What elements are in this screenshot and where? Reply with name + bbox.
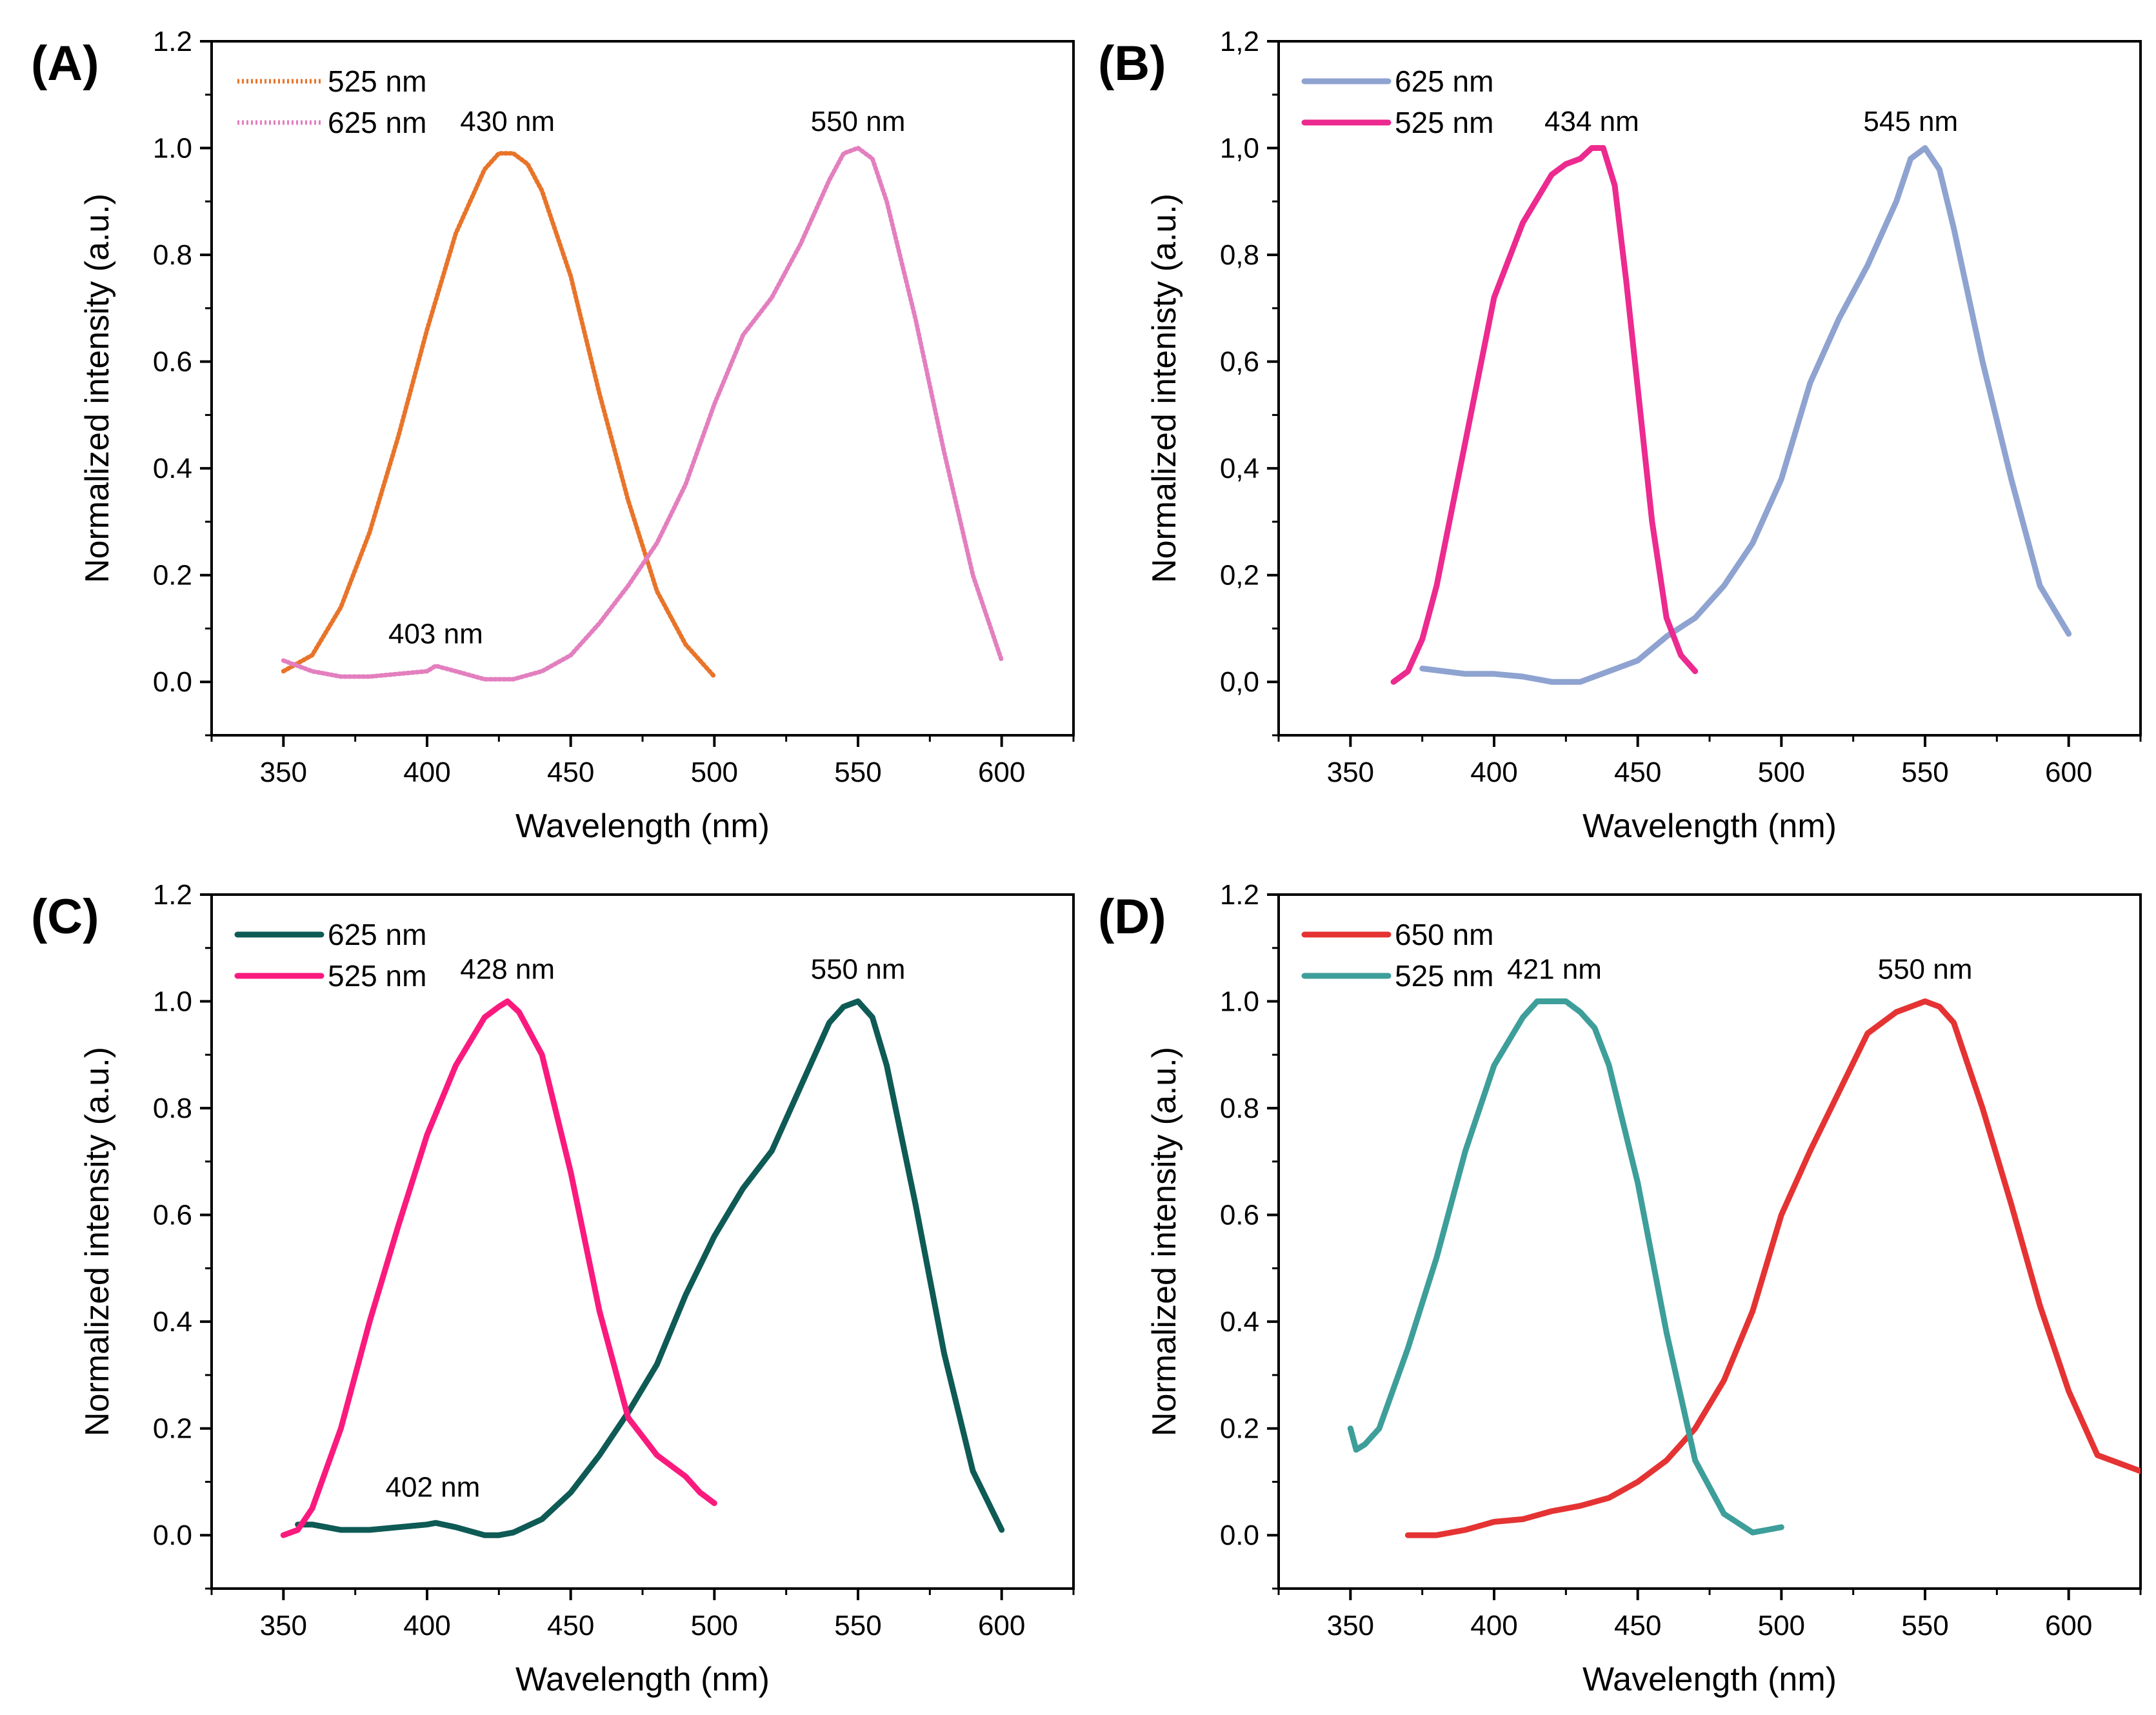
y-tick-label: 0.8 (153, 239, 192, 271)
legend-label: 525 nm (1395, 959, 1493, 993)
y-tick-label: 0.4 (1220, 1306, 1259, 1338)
y-tick-label: 0.6 (153, 1200, 192, 1231)
panel-label: (D) (1098, 889, 1166, 944)
legend-label: 525 nm (328, 64, 426, 98)
x-tick-label: 500 (1758, 1610, 1805, 1641)
x-tick-label: 450 (1614, 757, 1661, 788)
y-axis-title: Normalized intensity (a.u.) (79, 1047, 116, 1436)
x-tick-label: 550 (1901, 1610, 1948, 1641)
panel-label: (A) (31, 36, 99, 91)
peak-annotation: 421 nm (1507, 954, 1602, 986)
y-tick-label: 1.2 (153, 26, 192, 57)
x-tick-label: 350 (1327, 1610, 1374, 1641)
peak-annotation: 550 nm (1878, 954, 1973, 986)
x-axis-title: Wavelength (nm) (1582, 808, 1837, 845)
legend-label: 625 nm (328, 918, 426, 951)
y-tick-label: 0.0 (153, 1520, 192, 1551)
x-tick-label: 450 (547, 757, 594, 788)
peak-annotation: 430 nm (460, 106, 555, 137)
y-tick-label: 1.2 (153, 879, 192, 911)
plot-frame (1277, 40, 2142, 737)
x-tick-label: 500 (691, 757, 738, 788)
legend-label: 525 nm (328, 959, 426, 993)
series-line-525-nm (1390, 145, 1699, 685)
x-tick-label: 550 (834, 1610, 881, 1641)
legend-label: 525 nm (1395, 106, 1493, 139)
y-tick-label: 0,2 (1220, 560, 1259, 591)
x-tick-label: 500 (691, 1610, 738, 1641)
panel-b: 350 400 450 500 550 600 0,0 0,2 0,4 0,6 0,8 1,0 1,2 W… (1098, 26, 2142, 845)
y-tick-label: 0.0 (153, 666, 192, 698)
peak-annotation: 428 nm (460, 954, 555, 986)
y-tick-label: 0.2 (153, 560, 192, 591)
series-line-525-nm (1347, 998, 1784, 1536)
x-tick-label: 450 (547, 1610, 594, 1641)
peak-annotation: 402 nm (386, 1472, 481, 1503)
panel-label: (B) (1098, 36, 1166, 91)
series-line-625-nm (1419, 145, 2072, 685)
x-axis-title: Wavelength (nm) (515, 808, 770, 845)
legend-label: 625 nm (1395, 64, 1493, 98)
panel-label: (C) (31, 889, 99, 944)
y-tick-label: 0.8 (1220, 1093, 1259, 1124)
x-axis-title: Wavelength (nm) (515, 1661, 770, 1698)
x-tick-label: 600 (2045, 757, 2092, 788)
x-tick-label: 350 (1327, 757, 1374, 788)
peak-annotation: 550 nm (811, 106, 906, 137)
plot-frame (210, 40, 1075, 737)
x-tick-label: 600 (2045, 1610, 2092, 1641)
y-tick-label: 0.8 (153, 1093, 192, 1124)
series-line-625-nm (281, 146, 1004, 682)
peak-annotation: 434 nm (1544, 106, 1639, 137)
y-tick-label: 1.2 (1220, 879, 1259, 911)
series-line-625-nm (295, 998, 1005, 1538)
x-tick-label: 400 (403, 757, 450, 788)
x-tick-label: 600 (978, 1610, 1025, 1641)
x-tick-label: 400 (1470, 1610, 1517, 1641)
y-axis-title: Normalized intensity (a.u.) (1146, 1047, 1183, 1436)
x-tick-label: 600 (978, 757, 1025, 788)
y-tick-label: 0.6 (153, 346, 192, 378)
x-tick-label: 550 (1901, 757, 1948, 788)
peak-annotation: 403 nm (388, 619, 483, 650)
y-axis-title: Normalized intensity (a.u.) (79, 193, 116, 583)
legend-label: 625 nm (328, 106, 426, 139)
x-tick-label: 500 (1758, 757, 1805, 788)
y-tick-label: 0.4 (153, 453, 192, 484)
y-tick-label: 0,4 (1220, 453, 1259, 484)
y-tick-label: 0,6 (1220, 346, 1259, 378)
panel-a: 350 400 450 500 550 600 0.0 0.2 0.4 0.6 0.8 1.0 1.2 W… (31, 26, 1075, 845)
series-line-525-nm (281, 151, 717, 679)
x-axis-title: Wavelength (nm) (1582, 1661, 1837, 1698)
series-line-650-nm (1404, 998, 2141, 1538)
y-tick-label: 0.0 (1220, 1520, 1259, 1551)
peak-annotation: 545 nm (1863, 106, 1958, 137)
x-tick-label: 550 (834, 757, 881, 788)
x-tick-label: 400 (403, 1610, 450, 1641)
y-axis-title: Normalized intenisty (a.u.) (1146, 193, 1183, 583)
panel-d: 350 400 450 500 550 600 0.0 0.2 0.4 0.6 0.8 1.0 1.2 W… (1098, 879, 2142, 1698)
x-tick-label: 400 (1470, 757, 1517, 788)
y-tick-label: 1.0 (153, 986, 192, 1018)
x-tick-label: 350 (260, 757, 307, 788)
panel-c: 350 400 450 500 550 600 0.0 0.2 0.4 0.6 0.8 1.0 1.2 W… (31, 879, 1075, 1698)
legend-label: 650 nm (1395, 918, 1493, 951)
y-tick-label: 1.0 (1220, 986, 1259, 1018)
x-tick-label: 450 (1614, 1610, 1661, 1641)
y-tick-label: 0,0 (1220, 666, 1259, 698)
peak-annotation: 550 nm (811, 954, 906, 986)
y-tick-label: 0.2 (153, 1413, 192, 1445)
plot-frame (210, 893, 1075, 1590)
x-tick-label: 350 (260, 1610, 307, 1641)
y-tick-label: 0.6 (1220, 1200, 1259, 1231)
y-tick-label: 1,2 (1220, 26, 1259, 57)
y-tick-label: 0,8 (1220, 239, 1259, 271)
y-tick-label: 1,0 (1220, 133, 1259, 164)
y-tick-label: 0.2 (1220, 1413, 1259, 1445)
y-tick-label: 0.4 (153, 1306, 192, 1338)
y-tick-label: 1.0 (153, 133, 192, 164)
series-line-525-nm (280, 998, 717, 1538)
